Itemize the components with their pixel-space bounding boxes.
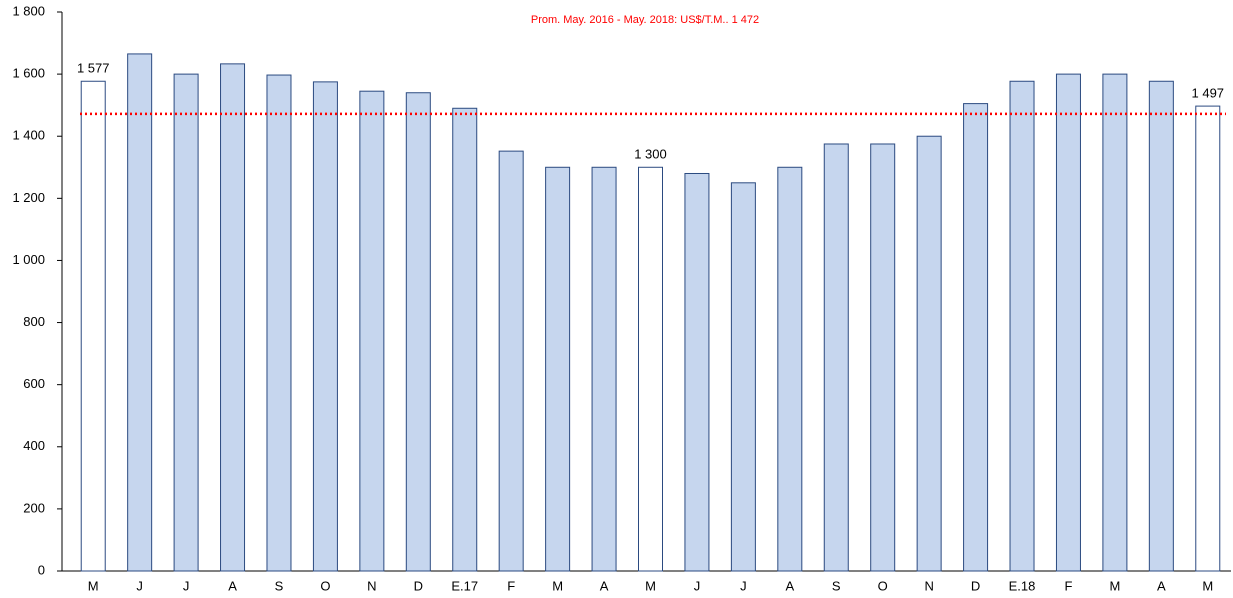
bar — [359, 90, 385, 572]
bar — [777, 166, 803, 572]
x-tick-label: M — [1109, 578, 1120, 593]
bar — [1195, 105, 1221, 572]
x-tick-label: J — [136, 578, 143, 593]
bar — [963, 103, 989, 572]
bar — [823, 143, 849, 572]
bar — [405, 92, 431, 572]
x-tick-label: O — [878, 578, 888, 593]
y-tick-label: 600 — [23, 376, 45, 391]
annotation: Prom. May. 2016 - May. 2018: US$/T.M.. 1… — [531, 14, 759, 26]
bar — [684, 172, 710, 572]
y-tick-label: 1 800 — [12, 3, 45, 18]
x-tick-label: D — [971, 578, 980, 593]
y-tick-label: 1 000 — [12, 252, 45, 267]
x-tick-label: F — [507, 578, 515, 593]
x-tick-label: M — [552, 578, 563, 593]
y-tick-label: 1 400 — [12, 128, 45, 143]
x-tick-label: D — [414, 578, 423, 593]
data-label: 1 300 — [634, 147, 667, 162]
bar — [452, 107, 478, 572]
data-label: 1 577 — [77, 61, 110, 76]
bar — [498, 150, 524, 572]
y-tick-label: 0 — [38, 562, 45, 577]
bar — [591, 166, 617, 572]
x-tick-label: F — [1064, 578, 1072, 593]
x-tick-label: M — [88, 578, 99, 593]
bar — [1055, 73, 1081, 572]
y-tick-label: 1 600 — [12, 66, 45, 81]
x-tick-label: J — [183, 578, 190, 593]
bar — [1009, 80, 1035, 572]
bar — [266, 74, 292, 572]
x-tick-label: E.17 — [451, 578, 478, 593]
x-tick-label: A — [600, 578, 609, 593]
y-tick-label: 200 — [23, 500, 45, 515]
bar — [916, 135, 942, 572]
bar — [1148, 80, 1174, 572]
x-tick-label: M — [645, 578, 656, 593]
bar — [730, 182, 756, 572]
x-tick-label: E.18 — [1009, 578, 1036, 593]
bar — [312, 81, 338, 572]
y-tick-label: 800 — [23, 314, 45, 329]
x-tick-label: O — [320, 578, 330, 593]
x-tick-label: A — [1157, 578, 1166, 593]
x-tick-label: N — [367, 578, 376, 593]
bar — [545, 166, 571, 572]
y-tick-label: 1 200 — [12, 190, 45, 205]
y-tick-label: 400 — [23, 438, 45, 453]
x-tick-label: M — [1202, 578, 1213, 593]
bar — [173, 73, 199, 572]
x-tick-label: A — [228, 578, 237, 593]
x-tick-label: S — [275, 578, 284, 593]
bar — [638, 166, 663, 572]
bar — [220, 63, 246, 572]
bar — [80, 80, 106, 572]
x-tick-label: S — [832, 578, 841, 593]
x-tick-label: J — [694, 578, 701, 593]
data-label: 1 497 — [1192, 86, 1225, 101]
x-tick-label: A — [785, 578, 794, 593]
x-tick-label: N — [924, 578, 933, 593]
bar — [870, 143, 896, 572]
x-tick-label: J — [740, 578, 747, 593]
bar — [127, 53, 153, 572]
bar — [1102, 73, 1128, 572]
